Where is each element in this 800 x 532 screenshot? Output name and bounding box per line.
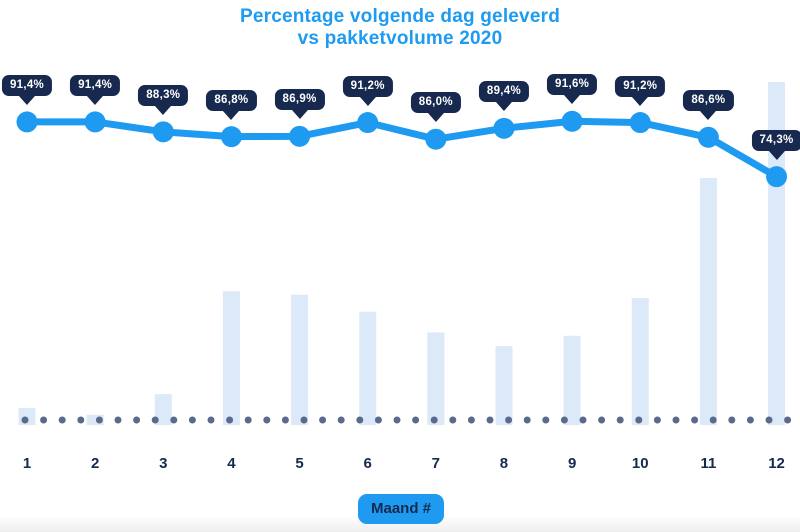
x-axis-label: 10	[631, 455, 649, 472]
value-tooltip: 86,0%	[410, 92, 461, 114]
data-point	[493, 117, 515, 139]
x-axis-label: 7	[431, 455, 440, 472]
value-tooltip: 88,3%	[138, 84, 189, 106]
data-point	[425, 128, 447, 150]
volume-bar	[631, 298, 649, 425]
baseline-dot	[653, 416, 661, 424]
baseline-dot	[709, 416, 717, 424]
baseline-dot	[728, 416, 736, 424]
baseline-dot	[374, 416, 382, 424]
x-axis-label: 4	[227, 455, 236, 472]
baseline-dot	[77, 416, 85, 424]
volume-bar	[495, 346, 513, 425]
baseline-dot	[467, 416, 475, 424]
data-point	[152, 121, 174, 143]
delivery-line	[23, 117, 781, 181]
baseline-dot	[95, 416, 103, 424]
data-point	[84, 111, 106, 133]
baseline-dot	[337, 416, 345, 424]
x-axis-label: 2	[90, 455, 100, 472]
volume-bar	[427, 332, 445, 425]
data-point	[289, 125, 311, 147]
value-tooltip: 86,6%	[683, 90, 734, 112]
baseline-dot	[579, 416, 587, 424]
data-point	[561, 110, 583, 132]
data-point	[357, 112, 379, 134]
chart-title-line-1: Percentage volgende dag geleverd	[239, 6, 560, 27]
baseline-dot	[523, 416, 531, 424]
value-tooltip: 89,4%	[478, 81, 530, 103]
baseline-dot	[691, 416, 699, 424]
baseline-dot	[21, 416, 29, 424]
baseline-dot	[560, 416, 568, 424]
data-point	[697, 126, 719, 148]
baseline-dot	[393, 416, 401, 424]
baseline-dot	[616, 416, 624, 424]
baseline-dot	[151, 416, 159, 424]
baseline-dot	[486, 416, 494, 424]
baseline-dot	[207, 416, 215, 424]
data-point	[629, 112, 651, 134]
data-point	[766, 166, 788, 188]
baseline-dot	[672, 416, 680, 424]
baseline-dot	[188, 416, 196, 424]
bottom-edge-strip	[0, 516, 800, 532]
x-axis-label: 3	[159, 455, 168, 472]
baseline-dot	[356, 416, 364, 424]
x-axis-label: 1	[22, 455, 32, 472]
x-axis-title-badge: Maand #	[357, 494, 445, 524]
x-axis-label: 9	[567, 455, 577, 472]
baseline-dot	[412, 416, 420, 424]
value-tooltip: 86,9%	[274, 89, 325, 111]
chart-title: Percentage volgende dag geleverd vs pakk…	[0, 6, 800, 50]
value-tooltip: 74,3%	[751, 129, 800, 151]
baseline-dot	[598, 416, 606, 424]
baseline-dot	[430, 416, 438, 424]
baseline-dot	[281, 416, 289, 424]
baseline-dot	[133, 416, 141, 424]
x-axis-label: 8	[499, 455, 509, 472]
baseline-dot	[542, 416, 550, 424]
volume-bar	[154, 394, 172, 425]
value-tooltip: 91,4%	[1, 74, 53, 96]
baseline-dot	[319, 416, 327, 424]
baseline-dot	[114, 416, 122, 424]
x-axis-label: 12	[768, 455, 785, 472]
volume-bar	[291, 294, 309, 425]
x-axis-label: 6	[363, 455, 372, 472]
baseline-dot	[58, 416, 66, 424]
volume-bar	[563, 335, 581, 425]
baseline-dot	[746, 416, 754, 424]
data-point	[220, 126, 242, 148]
volume-bar	[359, 311, 377, 425]
baseline-dot	[170, 416, 178, 424]
baseline-dot	[40, 416, 48, 424]
baseline-dot	[226, 416, 234, 424]
value-tooltip: 86,8%	[206, 89, 257, 111]
x-axis-label: 5	[295, 455, 304, 472]
baseline-dot	[784, 416, 792, 424]
data-point	[16, 111, 38, 133]
chart-title-line-2: vs pakketvolume 2020	[297, 28, 503, 49]
baseline-dot	[765, 416, 773, 424]
x-axis-label: 11	[700, 455, 717, 472]
volume-bar	[86, 414, 104, 425]
value-tooltip: 91,2%	[615, 75, 666, 97]
baseline-dot	[635, 416, 643, 424]
value-tooltip: 91,6%	[547, 74, 598, 96]
value-tooltip: 91,4%	[70, 74, 121, 96]
baseline-dot	[244, 416, 252, 424]
baseline-dot	[300, 416, 308, 424]
baseline-dot	[505, 416, 513, 424]
volume-bar	[222, 291, 240, 425]
baseline-dot	[449, 416, 457, 424]
value-tooltip: 91,2%	[342, 75, 393, 97]
volume-bar	[699, 178, 717, 425]
baseline-dot	[263, 416, 271, 424]
